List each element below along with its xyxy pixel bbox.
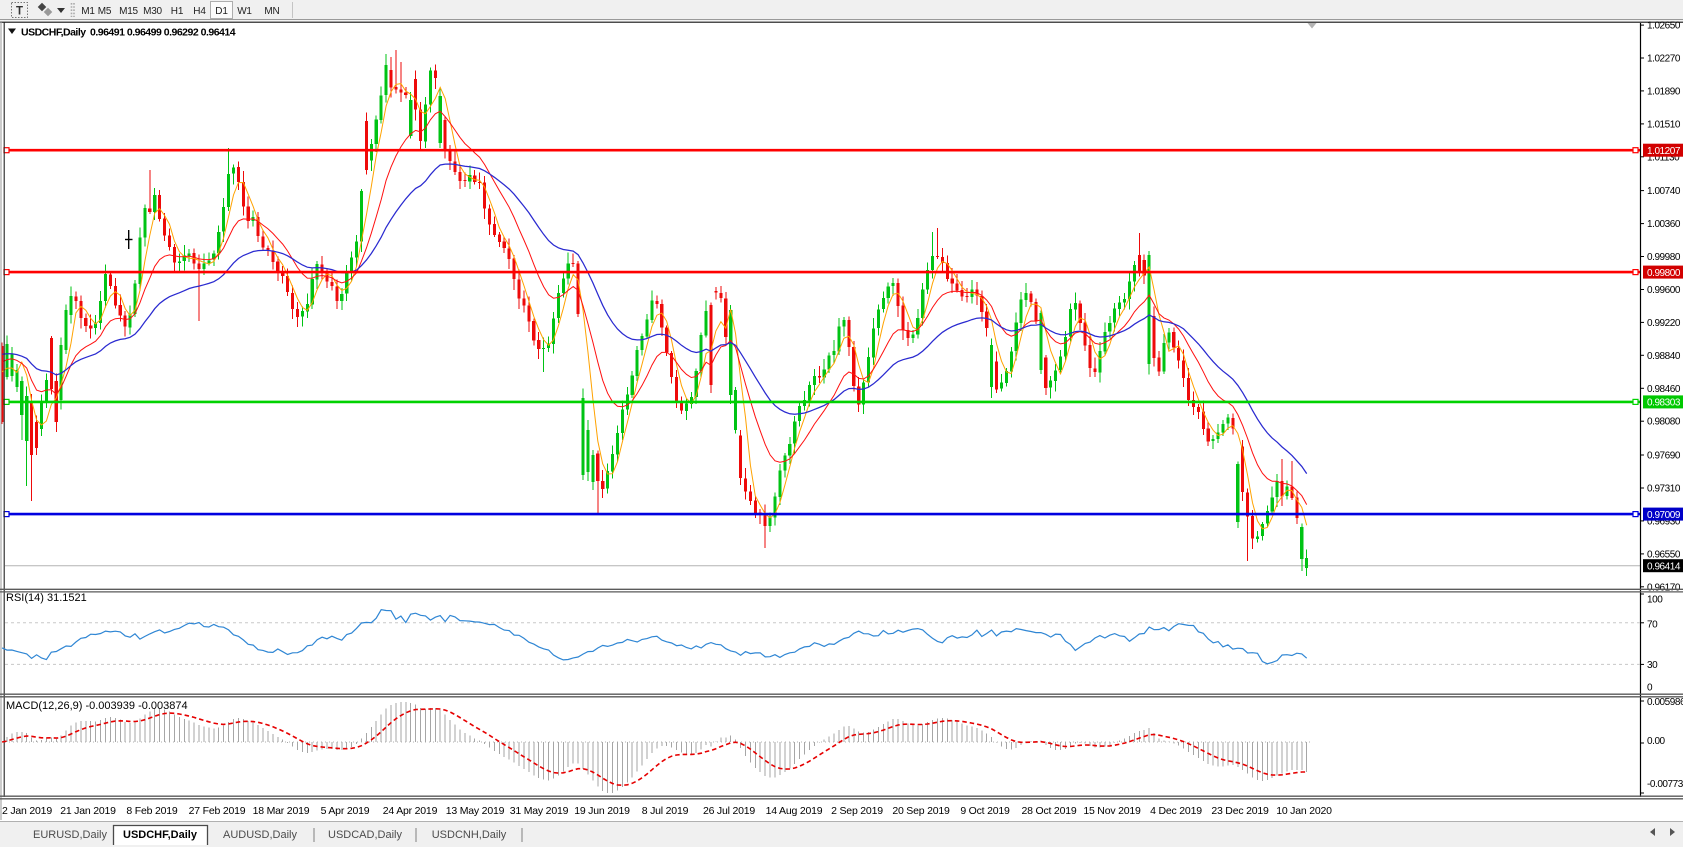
svg-text:M5: M5 — [98, 6, 112, 17]
svg-text:0.97310: 0.97310 — [1647, 484, 1681, 495]
svg-text:0.96491 0.96499 0.96292 0.9641: 0.96491 0.96499 0.96292 0.96414 — [90, 27, 236, 39]
svg-text:27 Feb 2019: 27 Feb 2019 — [189, 805, 246, 817]
svg-text:1.01890: 1.01890 — [1647, 86, 1681, 97]
svg-text:28 Oct 2019: 28 Oct 2019 — [1021, 805, 1076, 817]
svg-text:0.96550: 0.96550 — [1647, 549, 1681, 560]
svg-text:0.99220: 0.99220 — [1647, 318, 1681, 329]
svg-text:100: 100 — [1647, 595, 1663, 606]
svg-text:0.005986: 0.005986 — [1647, 697, 1683, 708]
svg-text:RSI(14) 31.1521: RSI(14) 31.1521 — [6, 592, 87, 604]
svg-text:AUDUSD,Daily: AUDUSD,Daily — [223, 829, 297, 841]
svg-text:W1: W1 — [237, 6, 252, 17]
svg-text:0.96414: 0.96414 — [1647, 562, 1681, 573]
svg-text:18 Mar 2019: 18 Mar 2019 — [253, 805, 310, 817]
svg-text:31 May 2019: 31 May 2019 — [510, 805, 569, 817]
svg-text:0.98840: 0.98840 — [1647, 351, 1681, 362]
svg-text:USDCNH,Daily: USDCNH,Daily — [432, 829, 507, 841]
svg-text:0.99800: 0.99800 — [1647, 268, 1681, 279]
svg-text:EURUSD,Daily: EURUSD,Daily — [33, 829, 107, 841]
svg-text:1.02270: 1.02270 — [1647, 54, 1681, 65]
svg-text:1.01207: 1.01207 — [1647, 146, 1681, 157]
svg-text:USDCHF,Daily: USDCHF,Daily — [21, 27, 86, 39]
svg-text:19 Jun 2019: 19 Jun 2019 — [574, 805, 630, 817]
svg-text:USDCHF,Daily: USDCHF,Daily — [123, 829, 198, 841]
svg-text:T: T — [16, 6, 23, 18]
svg-text:-0.007737: -0.007737 — [1647, 779, 1683, 790]
svg-text:MN: MN — [264, 6, 279, 17]
svg-text:21 Jan 2019: 21 Jan 2019 — [60, 805, 116, 817]
svg-text:0.00: 0.00 — [1647, 736, 1666, 747]
svg-text:14 Aug 2019: 14 Aug 2019 — [766, 805, 823, 817]
svg-text:2 Sep 2019: 2 Sep 2019 — [831, 805, 883, 817]
svg-text:26 Jul 2019: 26 Jul 2019 — [703, 805, 755, 817]
svg-text:0.99600: 0.99600 — [1647, 285, 1681, 296]
svg-text:8 Jul 2019: 8 Jul 2019 — [642, 805, 689, 817]
svg-text:1.01130: 1.01130 — [1647, 152, 1680, 163]
svg-text:0.98303: 0.98303 — [1647, 398, 1681, 409]
svg-text:13 May 2019: 13 May 2019 — [446, 805, 505, 817]
svg-text:0.98460: 0.98460 — [1647, 384, 1681, 395]
svg-text:USDCAD,Daily: USDCAD,Daily — [328, 829, 402, 841]
svg-text:9 Oct 2019: 9 Oct 2019 — [960, 805, 1010, 817]
svg-text:M15: M15 — [119, 6, 138, 17]
svg-text:5 Apr 2019: 5 Apr 2019 — [321, 805, 370, 817]
svg-text:0.96170: 0.96170 — [1647, 582, 1681, 593]
svg-text:H1: H1 — [171, 6, 184, 17]
svg-text:2 Jan 2019: 2 Jan 2019 — [2, 805, 52, 817]
svg-text:20 Sep 2019: 20 Sep 2019 — [892, 805, 950, 817]
svg-text:MACD(12,26,9) -0.003939 -0.003: MACD(12,26,9) -0.003939 -0.003874 — [6, 700, 188, 712]
svg-text:M30: M30 — [143, 6, 162, 17]
svg-text:23 Dec 2019: 23 Dec 2019 — [1211, 805, 1269, 817]
svg-text:0.99980: 0.99980 — [1647, 252, 1681, 263]
svg-text:M1: M1 — [81, 6, 95, 17]
svg-text:4 Dec 2019: 4 Dec 2019 — [1150, 805, 1202, 817]
svg-text:8 Feb 2019: 8 Feb 2019 — [126, 805, 177, 817]
svg-text:30: 30 — [1647, 660, 1658, 671]
svg-text:0.98080: 0.98080 — [1647, 417, 1681, 428]
svg-text:1.00740: 1.00740 — [1647, 186, 1681, 197]
svg-text:15 Nov 2019: 15 Nov 2019 — [1083, 805, 1141, 817]
svg-text:1.02650: 1.02650 — [1647, 21, 1681, 32]
svg-text:24 Apr 2019: 24 Apr 2019 — [383, 805, 438, 817]
svg-text:70: 70 — [1647, 620, 1658, 631]
svg-text:10 Jan 2020: 10 Jan 2020 — [1276, 805, 1332, 817]
svg-text:0.96930: 0.96930 — [1647, 516, 1681, 527]
svg-text:0.97009: 0.97009 — [1647, 510, 1681, 521]
svg-text:H4: H4 — [193, 6, 206, 17]
svg-text:D1: D1 — [215, 6, 228, 17]
svg-text:0.97690: 0.97690 — [1647, 451, 1681, 462]
svg-text:1.01510: 1.01510 — [1647, 119, 1681, 130]
svg-text:0: 0 — [1647, 683, 1653, 694]
svg-text:1.00360: 1.00360 — [1647, 219, 1681, 230]
